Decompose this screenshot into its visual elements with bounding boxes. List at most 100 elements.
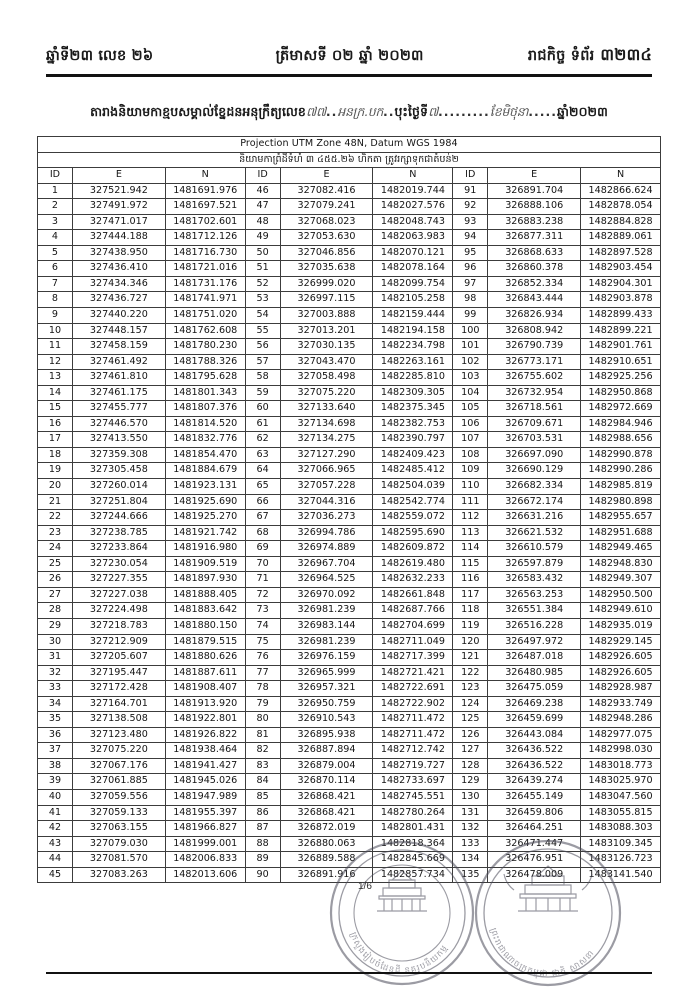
projection-note-row: Projection UTM Zone 48N, Datum WGS 1984 (37, 136, 661, 153)
cell-n: 1481909.519 (164, 555, 246, 573)
cell-n: 1482078.164 (372, 260, 454, 277)
cell-n: 1481938.464 (164, 742, 246, 759)
cell-id: 134 (452, 851, 489, 868)
cell-id: 40 (37, 788, 73, 806)
cell-e: 327066.965 (279, 462, 374, 480)
cell-e: 326967.704 (279, 555, 374, 573)
cell-n: 1482159.444 (372, 307, 454, 324)
cell-e: 326480.985 (487, 664, 582, 682)
cell-id: 7 (37, 275, 73, 293)
table-row: 3 327471.017 1481702.601 48 327068.023 148204… (37, 213, 661, 231)
cell-n: 1482285.810 (372, 369, 454, 386)
cell-id: 84 (244, 773, 281, 790)
cell-id: 81 (244, 726, 281, 744)
cell-n: 1481780.230 (164, 338, 246, 355)
cell-e: 327013.201 (279, 322, 374, 340)
cell-e: 326889.588 (279, 851, 374, 868)
cell-id: 8 (37, 291, 73, 309)
column-header-8: N (580, 167, 661, 184)
cell-e: 326621.532 (487, 524, 582, 542)
cell-e: 327068.023 (279, 213, 374, 231)
cell-id: 86 (244, 804, 281, 822)
cell-n: 1482910.651 (580, 353, 661, 371)
cell-n: 1482559.072 (372, 509, 454, 526)
column-header-3: ID (244, 167, 281, 184)
cell-e: 327036.273 (279, 509, 374, 526)
cell-e: 326497.972 (487, 633, 582, 651)
cell-n: 1481879.515 (164, 633, 246, 651)
cell-n: 1482933.749 (580, 695, 661, 713)
gazette-quarter-year: ត្រីមាសទី ០២ ឆ្នាំ ២០២៣ (275, 48, 424, 64)
cell-n: 1482951.688 (580, 524, 661, 542)
cell-n: 1483025.970 (580, 773, 661, 790)
cell-n: 1482105.258 (372, 291, 454, 309)
cell-id: 127 (452, 742, 489, 759)
table-row: 13 327461.810 1481795.628 58 327058.498 14822… (37, 369, 661, 386)
cell-id: 44 (37, 851, 73, 868)
cell-e: 326631.216 (487, 509, 582, 526)
column-header-2: N (164, 167, 246, 184)
table-row: 40 327059.556 1481947.989 85 326868.421 14827… (37, 788, 661, 806)
cell-id: 104 (452, 384, 489, 402)
cell-n: 1482712.742 (372, 742, 454, 759)
cell-n: 1481880.150 (164, 617, 246, 635)
cell-id: 105 (452, 400, 489, 417)
cell-id: 83 (244, 757, 281, 775)
cell-id: 65 (244, 478, 281, 495)
cell-n: 1482925.256 (580, 369, 661, 386)
column-header-4: E (279, 167, 374, 184)
cell-e: 327440.220 (71, 307, 166, 324)
cell-e: 327134.275 (279, 431, 374, 448)
cell-e: 326964.525 (279, 571, 374, 588)
cell-n: 1483109.345 (580, 835, 661, 853)
cell-e: 326672.174 (487, 493, 582, 511)
cell-n: 1481807.376 (164, 400, 246, 417)
cell-id: 50 (244, 244, 281, 262)
cell-e: 326732.954 (487, 384, 582, 402)
cell-id: 79 (244, 695, 281, 713)
cell-n: 1482542.774 (372, 493, 454, 511)
cell-n: 1481762.608 (164, 322, 246, 340)
cell-id: 23 (37, 524, 73, 542)
cell-e: 326843.444 (487, 291, 582, 309)
table-row: 38 327067.176 1481941.427 83 326879.004 14827… (37, 757, 661, 775)
cell-e: 326703.531 (487, 431, 582, 448)
table-row: 45 327083.263 1482013.606 90 326891.916 14828… (37, 866, 661, 884)
cell-id: 37 (37, 742, 73, 759)
table-row: 25 327230.054 1481909.519 70 326967.704 14826… (37, 555, 661, 573)
cell-id: 61 (244, 415, 281, 433)
cell-n: 1482980.898 (580, 493, 661, 511)
cell-n: 1481921.742 (164, 524, 246, 542)
cell-id: 43 (37, 835, 73, 853)
table-row: 41 327059.133 1481955.397 86 326868.421 14827… (37, 804, 661, 822)
table-row: 22 327244.666 1481925.270 67 327036.273 14825… (37, 509, 661, 526)
cell-n: 1482899.221 (580, 322, 661, 340)
cell-n: 1482950.500 (580, 586, 661, 604)
cell-e: 327035.638 (279, 260, 374, 277)
cell-e: 327030.135 (279, 338, 374, 355)
cell-id: 123 (452, 680, 489, 697)
cell-e: 326965.999 (279, 664, 374, 682)
table-row: 44 327081.570 1482006.833 89 326889.588 14828… (37, 851, 661, 868)
cell-id: 6 (37, 260, 73, 277)
cell-id: 11 (37, 338, 73, 355)
cell-n: 1481716.730 (164, 244, 246, 262)
cell-e: 326826.934 (487, 307, 582, 324)
cell-e: 326563.253 (487, 586, 582, 604)
cell-id: 2 (37, 198, 73, 215)
cell-id: 108 (452, 446, 489, 464)
cell-e: 326597.879 (487, 555, 582, 573)
cell-e: 326436.522 (487, 757, 582, 775)
cell-e: 326443.084 (487, 726, 582, 744)
gazette-label: រាជកិច្ច ទំព័រ (527, 48, 595, 64)
cell-e: 326718.561 (487, 400, 582, 417)
cell-n: 1482721.421 (372, 664, 454, 682)
cell-n: 1482609.872 (372, 540, 454, 557)
cell-n: 1482904.301 (580, 275, 661, 293)
title-month: ខែមិថុនា (489, 104, 529, 119)
cell-e: 327134.698 (279, 415, 374, 433)
cell-id: 26 (37, 571, 73, 588)
cell-n: 1482309.305 (372, 384, 454, 402)
cell-e: 326487.018 (487, 649, 582, 666)
cell-e: 326950.759 (279, 695, 374, 713)
